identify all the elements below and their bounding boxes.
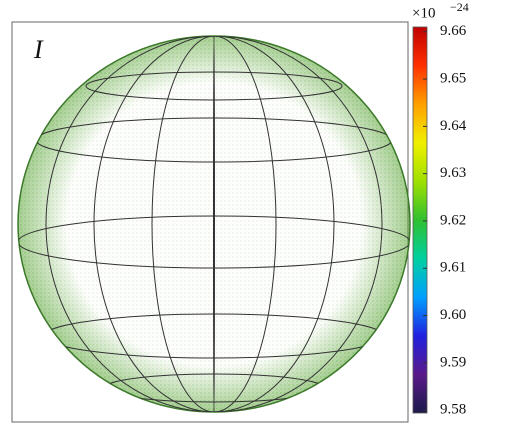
- colorbar-tick-label: 9.61: [440, 260, 466, 276]
- meridian: [213, 36, 215, 412]
- colorbar-tick-label: 9.63: [440, 165, 466, 181]
- colorbar-exponent-base: ×10: [412, 5, 435, 21]
- colorbar-tick-label: 9.65: [440, 70, 466, 86]
- panel-label: I: [33, 35, 44, 64]
- parallel: [85, 71, 343, 101]
- colorbar: [412, 26, 428, 414]
- meridian: [93, 36, 335, 412]
- sphere: [17, 35, 411, 413]
- meridian: [45, 36, 383, 412]
- colorbar-tick-label: 9.58: [440, 402, 466, 418]
- colorbar-tick-label: 9.60: [440, 307, 466, 323]
- colorbar-tick-label: 9.62: [440, 212, 466, 228]
- colorbar-tick-label: 9.66: [440, 23, 467, 39]
- colorbar-exponent-power: −24: [450, 0, 469, 14]
- colorbar-tick-label: 9.59: [440, 354, 466, 370]
- colorbar-tick-label: 9.64: [440, 118, 467, 134]
- parallel: [18, 215, 410, 269]
- meridian: [151, 36, 277, 412]
